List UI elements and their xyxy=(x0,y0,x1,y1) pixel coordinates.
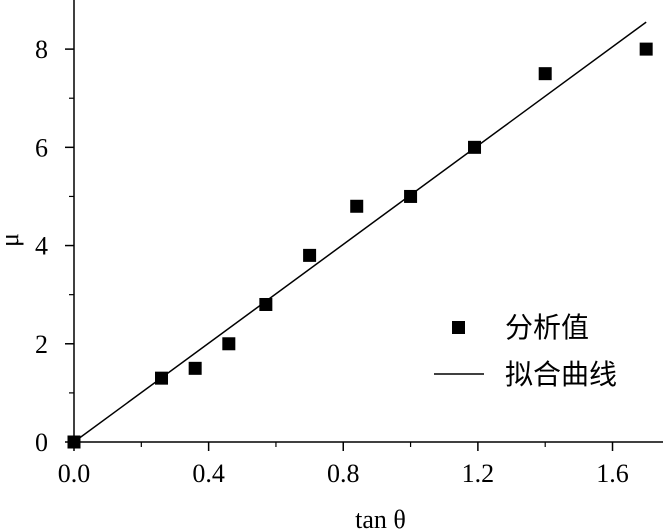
y-axis-label: μ xyxy=(0,233,24,247)
plot-area xyxy=(67,21,653,449)
axes xyxy=(73,0,663,443)
data-point xyxy=(259,297,273,311)
x-tick-label: 0.8 xyxy=(327,459,360,488)
legend: 分析值 拟合曲线 xyxy=(434,312,617,391)
x-tick-label: 1.2 xyxy=(462,459,495,488)
data-point xyxy=(188,361,202,375)
x-tick-label: 0.0 xyxy=(58,459,91,488)
y-tick-label: 0 xyxy=(35,428,48,457)
data-point xyxy=(468,140,482,154)
y-tick-label: 8 xyxy=(35,35,48,64)
x-tick-label: 1.6 xyxy=(596,459,629,488)
data-point xyxy=(350,199,364,213)
legend-label-fit: 拟合曲线 xyxy=(505,359,617,391)
x-tick-label: 0.4 xyxy=(192,459,225,488)
x-axis-label: tan θ xyxy=(355,505,406,532)
data-point xyxy=(222,337,236,351)
fit-line xyxy=(73,21,647,443)
data-point xyxy=(538,67,552,81)
y-tick-label: 2 xyxy=(35,330,48,359)
data-point xyxy=(404,189,418,203)
data-point xyxy=(155,371,169,385)
y-tick-label: 6 xyxy=(35,133,48,162)
data-point xyxy=(639,42,653,56)
data-point xyxy=(303,248,317,262)
ticks: 0.0 0.4 0.8 1.2 1.6 0 2 4 6 8 xyxy=(35,35,629,488)
y-tick-label: 4 xyxy=(35,232,48,261)
data-point xyxy=(67,435,81,449)
legend-label-analysis: 分析值 xyxy=(505,312,589,344)
legend-marker-analysis xyxy=(452,321,465,334)
